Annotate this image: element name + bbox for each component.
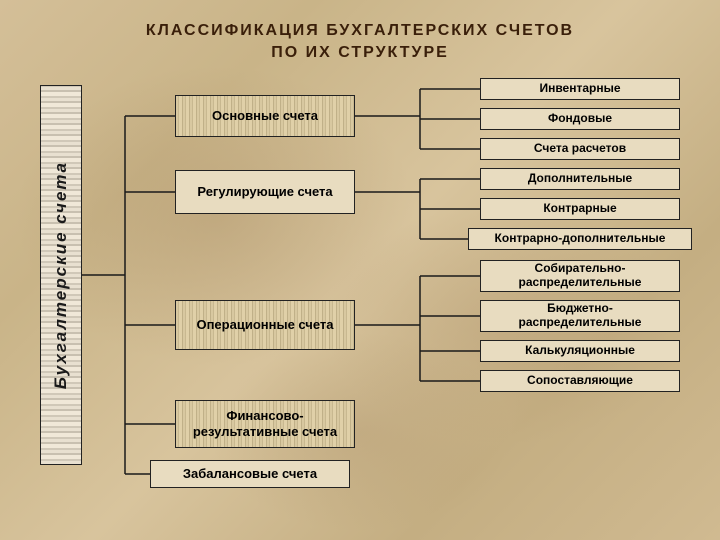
leaf-label: Фондовые bbox=[548, 112, 612, 126]
category-fin: Финансово-результативные счета bbox=[175, 400, 355, 448]
category-oper: Операционные счета bbox=[175, 300, 355, 350]
category-label: Операционные счета bbox=[196, 317, 333, 333]
leaf-oper-9: Сопоставляющие bbox=[480, 370, 680, 392]
leaf-label: Инвентарные bbox=[539, 82, 620, 96]
leaf-label: Сопоставляющие bbox=[527, 374, 633, 388]
leaf-reg-5: Контрарно-дополнительные bbox=[468, 228, 692, 250]
category-label: Регулирующие счета bbox=[197, 184, 332, 200]
leaf-label: Счета расчетов bbox=[534, 142, 626, 156]
leaf-label: Бюджетно-распределительные bbox=[487, 302, 673, 330]
leaf-oper-6: Собирательно-распределительные bbox=[480, 260, 680, 292]
leaf-reg-3: Дополнительные bbox=[480, 168, 680, 190]
category-main: Основные счета bbox=[175, 95, 355, 137]
category-label: Основные счета bbox=[212, 108, 318, 124]
leaf-label: Дополнительные bbox=[528, 172, 632, 186]
category-off: Забалансовые счета bbox=[150, 460, 350, 488]
category-reg: Регулирующие счета bbox=[175, 170, 355, 214]
title-line-2: ПО ИХ СТРУКТУРЕ bbox=[0, 42, 720, 64]
leaf-main-2: Счета расчетов bbox=[480, 138, 680, 160]
leaf-main-0: Инвентарные bbox=[480, 78, 680, 100]
root-label: Бухгалтерские счета bbox=[51, 161, 71, 389]
leaf-label: Контрарно-дополнительные bbox=[495, 232, 666, 246]
leaf-label: Калькуляционные bbox=[525, 344, 635, 358]
page-title: КЛАССИФИКАЦИЯ БУХГАЛТЕРСКИХ СЧЕТОВ ПО ИХ… bbox=[0, 20, 720, 65]
category-label: Забалансовые счета bbox=[183, 466, 317, 482]
category-label: Финансово-результативные счета bbox=[184, 408, 346, 439]
leaf-label: Контрарные bbox=[543, 202, 616, 216]
title-line-1: КЛАССИФИКАЦИЯ БУХГАЛТЕРСКИХ СЧЕТОВ bbox=[0, 20, 720, 42]
leaf-reg-4: Контрарные bbox=[480, 198, 680, 220]
leaf-oper-7: Бюджетно-распределительные bbox=[480, 300, 680, 332]
leaf-main-1: Фондовые bbox=[480, 108, 680, 130]
leaf-oper-8: Калькуляционные bbox=[480, 340, 680, 362]
root-node: Бухгалтерские счета bbox=[40, 85, 82, 465]
leaf-label: Собирательно-распределительные bbox=[487, 262, 673, 290]
